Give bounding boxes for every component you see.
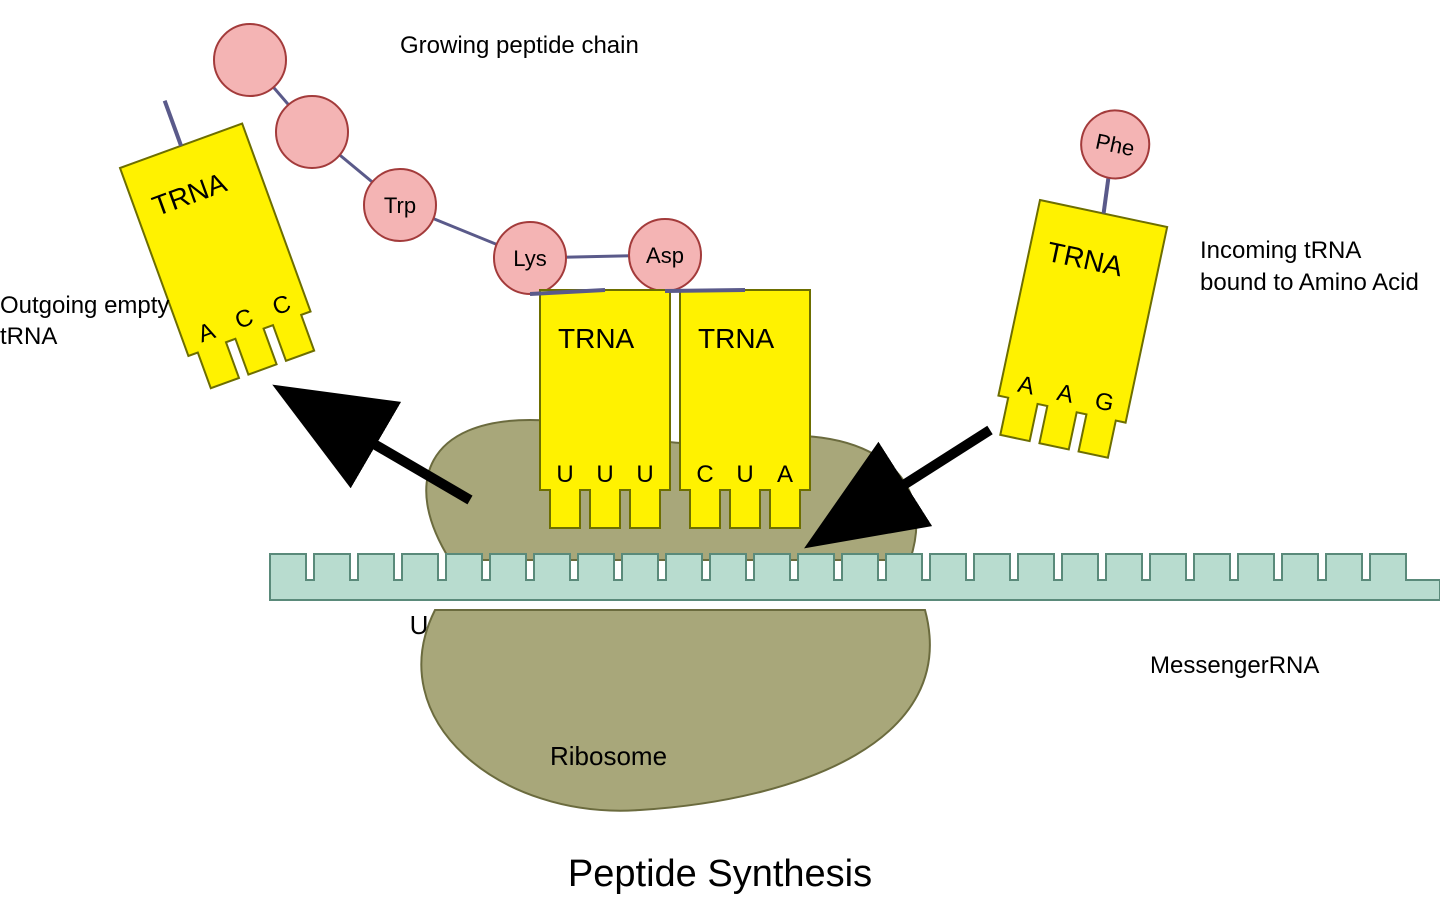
svg-text:Asp: Asp (646, 243, 684, 268)
svg-text:TRNA: TRNA (558, 323, 635, 354)
svg-text:U: U (596, 461, 613, 488)
svg-text:Lys: Lys (513, 246, 546, 271)
growing-chain-label: Growing peptide chain (400, 30, 639, 61)
incoming-trna-label: Incoming tRNA bound to Amino Acid (1200, 235, 1419, 300)
outgoing-trna-label: Outgoing empty tRNA (0, 290, 200, 352)
ribosome-label: Ribosome (550, 740, 667, 774)
diagram-title: Peptide Synthesis (0, 850, 1440, 899)
svg-text:C: C (696, 461, 713, 488)
peptide-synthesis-diagram: UGGAAAGAUUUC TrpLysAsp TRNAACCTRNAUUUTRN… (0, 0, 1440, 918)
svg-text:A: A (777, 461, 793, 488)
svg-text:Trp: Trp (384, 193, 416, 218)
svg-text:U: U (636, 461, 653, 488)
svg-text:U: U (736, 461, 753, 488)
svg-text:U: U (556, 461, 573, 488)
svg-text:TRNA: TRNA (698, 323, 775, 354)
mrna-label: MessengerRNA (1150, 650, 1319, 681)
